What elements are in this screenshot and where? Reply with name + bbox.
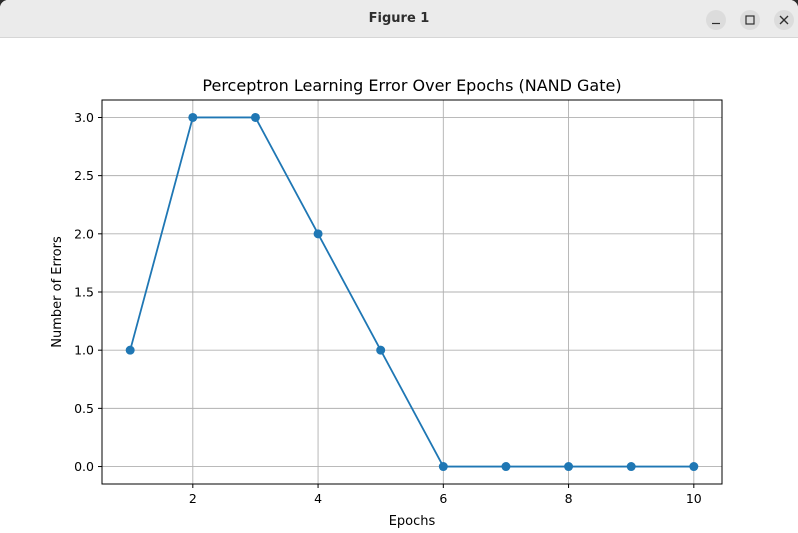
data-point xyxy=(376,345,386,355)
title-bar[interactable]: Figure 1 xyxy=(0,0,798,38)
data-point xyxy=(626,462,636,472)
y-tick-label: 3.0 xyxy=(74,110,94,125)
y-tick-label: 0.5 xyxy=(74,401,94,416)
maximize-button[interactable] xyxy=(740,10,760,30)
data-point xyxy=(188,112,198,122)
maximize-icon xyxy=(745,15,755,25)
x-tick-label: 10 xyxy=(686,491,702,506)
data-point xyxy=(438,462,448,472)
data-point xyxy=(250,112,260,122)
axis-ticks: 2 4 6 8 10 0.0 0.5 1.0 1.5 2.0 2.5 3.0 xyxy=(74,110,702,506)
x-axis-label: Epochs xyxy=(389,514,436,529)
y-tick-label: 1.0 xyxy=(74,343,94,358)
y-tick-label: 2.5 xyxy=(74,168,94,183)
data-point xyxy=(564,462,574,472)
data-point xyxy=(125,345,135,355)
line-chart: Perceptron Learning Error Over Epochs (N… xyxy=(50,76,723,529)
chart-title: Perceptron Learning Error Over Epochs (N… xyxy=(202,76,621,95)
close-icon xyxy=(779,15,789,25)
minimize-button[interactable] xyxy=(706,10,726,30)
figure-canvas: Perceptron Learning Error Over Epochs (N… xyxy=(0,38,798,533)
y-tick-label: 2.0 xyxy=(74,226,94,241)
data-point xyxy=(689,462,699,472)
x-tick-label: 6 xyxy=(439,491,447,506)
x-tick-label: 2 xyxy=(189,491,197,506)
close-button[interactable] xyxy=(774,10,794,30)
data-series xyxy=(125,112,699,472)
x-tick-label: 8 xyxy=(565,491,573,506)
x-tick-label: 4 xyxy=(314,491,322,506)
y-axis-label: Number of Errors xyxy=(50,236,65,348)
y-tick-label: 1.5 xyxy=(74,285,94,300)
data-point xyxy=(313,229,323,239)
data-point xyxy=(501,462,511,472)
grid-lines xyxy=(102,100,722,484)
series-line xyxy=(129,116,694,468)
minimize-icon xyxy=(712,22,720,25)
window-title: Figure 1 xyxy=(368,11,430,26)
y-tick-label: 0.0 xyxy=(74,459,94,474)
